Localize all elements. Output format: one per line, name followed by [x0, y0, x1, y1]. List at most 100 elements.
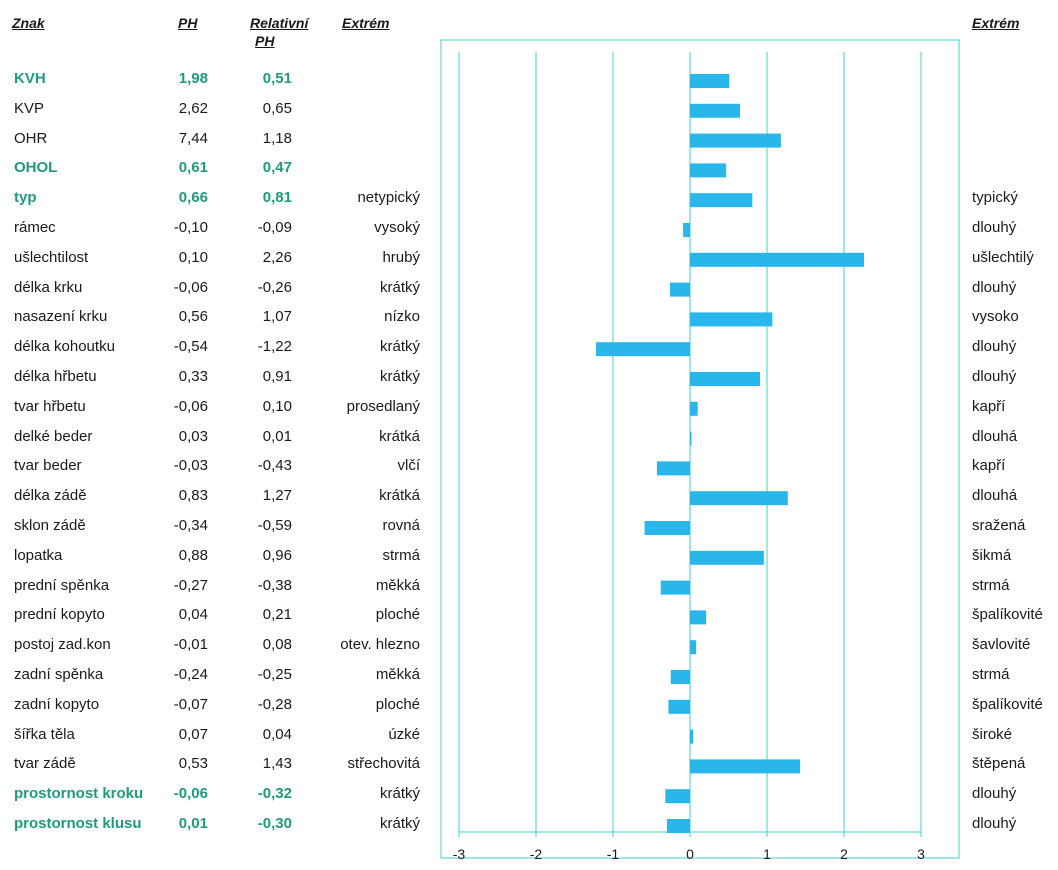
row-extreme-right: dlouhý [972, 338, 1017, 356]
bar [656, 461, 690, 476]
row-ph: 0,88 [178, 546, 208, 564]
row-extreme-right: kapří [972, 457, 1006, 475]
row-relative-ph: 2,26 [262, 248, 292, 266]
row-ph: -0,01 [173, 636, 208, 654]
row-extreme-right: dlouhá [972, 427, 1018, 445]
row-name: nasazení krku [14, 308, 108, 326]
row-name: délka hřbetu [14, 368, 97, 385]
row-relative-ph: 1,18 [262, 129, 292, 147]
row-name: tvar beder [14, 457, 82, 475]
row-extreme-left: vysoký [374, 219, 420, 236]
row-relative-ph: -1,22 [257, 338, 292, 356]
row-relative-ph: -0,30 [257, 815, 292, 832]
bar [690, 401, 698, 416]
header-relativni-ph: PH [255, 33, 275, 49]
row-relative-ph: -0,25 [257, 666, 292, 683]
row-extreme-left: ploché [375, 695, 420, 713]
row-relative-ph: 0,01 [262, 427, 292, 445]
row-ph: 7,44 [178, 129, 208, 147]
row-extreme-left: měkká [375, 666, 420, 683]
row-extreme-left: ploché [375, 606, 420, 624]
row-name: prostornost klusu [14, 815, 142, 832]
row-ph: -0,07 [173, 695, 208, 713]
row-relative-ph: 1,27 [262, 487, 292, 505]
row-relative-ph: -0,26 [257, 278, 292, 296]
row-extreme-left: krátká [379, 427, 420, 445]
row-extreme-left: krátký [379, 338, 420, 356]
bar [690, 193, 753, 208]
bar [690, 431, 692, 446]
row-relative-ph: -0,59 [257, 517, 292, 534]
row-ph: -0,27 [173, 576, 208, 594]
row-relative-ph: 0,91 [262, 368, 292, 385]
bar [690, 312, 773, 327]
row-extreme-right: dlouhý [972, 278, 1017, 296]
row-relative-ph: 0,10 [262, 397, 292, 415]
row-name: prední spěnka [14, 576, 110, 594]
bar [670, 670, 690, 684]
row-extreme-right: široké [972, 725, 1013, 743]
row-ph: 0,04 [178, 606, 208, 624]
bar [690, 610, 707, 625]
row-name: lopatka [14, 546, 63, 564]
bar [666, 819, 690, 833]
row-ph: 0,01 [178, 815, 208, 832]
row-extreme-right: vysoko [972, 308, 1019, 326]
row-ph: 2,62 [178, 99, 208, 117]
row-extreme-left: krátký [379, 815, 420, 832]
bar [690, 640, 697, 655]
header-relativni: Relativní [250, 15, 309, 31]
row-name: zadní kopyto [14, 695, 100, 713]
x-tick-label: -2 [530, 846, 543, 862]
bar [690, 550, 764, 565]
row-ph: 1,98 [178, 70, 208, 87]
row-name: typ [14, 189, 37, 207]
row-name: tvar hřbetu [14, 397, 86, 415]
bar [690, 491, 788, 506]
row-name: šířka těla [14, 725, 75, 743]
bar [690, 759, 801, 774]
row-name: délka krku [14, 278, 83, 296]
row-relative-ph: 1,07 [262, 308, 292, 326]
row-extreme-right: strmá [972, 576, 1010, 594]
row-ph: -0,34 [173, 517, 208, 534]
row-relative-ph: 0,21 [262, 606, 292, 624]
row-name: sklon zádě [14, 517, 86, 534]
header-extrem-left: Extrém [342, 15, 390, 31]
row-name: délka kohoutku [14, 338, 115, 356]
row-relative-ph: 0,08 [262, 636, 292, 654]
x-tick-label: -1 [607, 846, 620, 862]
row-name: tvar zádě [14, 755, 76, 773]
row-relative-ph: -0,09 [257, 219, 292, 236]
header-znak: Znak [12, 15, 45, 31]
row-extreme-right: šikmá [972, 546, 1012, 564]
row-ph: -0,03 [173, 457, 208, 475]
row-name: postoj zad.kon [14, 636, 111, 654]
row-extreme-left: vlčí [397, 457, 421, 475]
row-extreme-left: měkká [375, 576, 420, 594]
row-extreme-right: sražená [972, 517, 1026, 534]
row-extreme-right: špalíkovité [972, 606, 1043, 624]
bar [690, 163, 727, 178]
row-ph: 0,61 [178, 159, 208, 177]
row-relative-ph: -0,28 [257, 695, 292, 713]
bar [690, 74, 730, 88]
row-name: prední kopyto [14, 606, 105, 624]
row-relative-ph: 0,96 [262, 546, 292, 564]
x-tick-label: 0 [686, 846, 694, 862]
row-extreme-right: dlouhý [972, 219, 1017, 236]
bar [690, 252, 865, 267]
row-name: zadní spěnka [14, 666, 104, 683]
row-name: KVH [14, 70, 46, 87]
row-name: ušlechtilost [14, 248, 89, 266]
row-ph: 0,07 [178, 725, 208, 743]
row-relative-ph: 0,04 [262, 725, 292, 743]
row-name: rámec [14, 219, 56, 236]
row-extreme-left: hrubý [382, 248, 420, 266]
row-ph: 0,33 [178, 368, 208, 385]
row-name: OHOL [14, 159, 58, 177]
row-relative-ph: 0,51 [262, 70, 292, 87]
row-ph: -0,24 [173, 666, 208, 683]
row-extreme-left: krátká [379, 487, 420, 505]
bar [669, 282, 690, 297]
